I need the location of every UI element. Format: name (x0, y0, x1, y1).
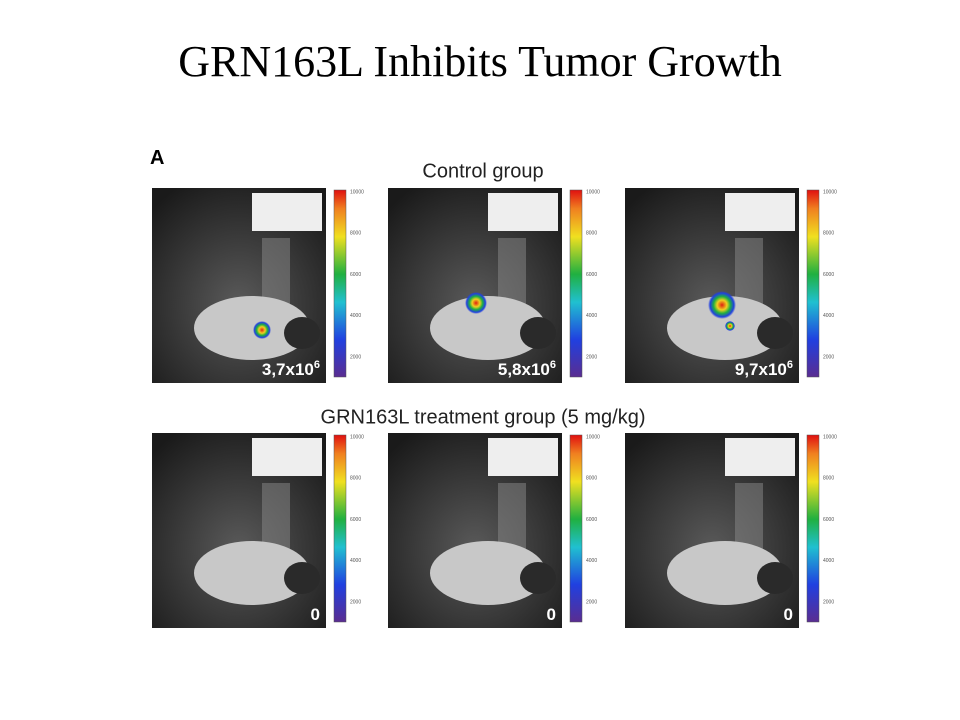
colorbar-tick-label: 10000 (586, 434, 600, 440)
mouse-body (430, 296, 546, 360)
colorbar-tick-label: 8000 (823, 231, 834, 237)
colorbar (569, 189, 583, 378)
colorbar-tick-label: 2000 (350, 354, 361, 360)
info-box (488, 438, 558, 476)
signal-base: 3,7x10 (262, 360, 314, 379)
colorbar-tick-label: 6000 (586, 272, 597, 278)
colorbar (806, 434, 820, 623)
mouse-body (194, 541, 310, 605)
colorbar-tick-label: 4000 (586, 313, 597, 319)
signal-label: 5,8x106 (498, 359, 556, 379)
image-panel: 0 10000 8000 6000 4000 2000 (625, 433, 837, 628)
plate (735, 483, 763, 553)
plate (262, 483, 290, 553)
signal-exponent: 6 (787, 359, 793, 371)
colorbar-tick-label: 8000 (586, 476, 597, 482)
colorbar-tick-label: 6000 (350, 272, 361, 278)
slide-title: GRN163L Inhibits Tumor Growth (178, 37, 782, 86)
plate (498, 483, 526, 553)
colorbar-tick-label: 8000 (823, 476, 834, 482)
signal-base: 0 (547, 605, 556, 624)
colorbar-tick-label: 2000 (586, 599, 597, 605)
mouse-head (520, 562, 556, 594)
colorbar-tick-label: 10000 (586, 189, 600, 195)
mouse-head (284, 562, 320, 594)
colorbar-tick-label: 10000 (823, 189, 837, 195)
mouse-head (757, 562, 793, 594)
colorbar (333, 189, 347, 378)
colorbar-tick-label: 4000 (586, 558, 597, 564)
colorbar-tick-label: 10000 (350, 189, 364, 195)
signal-exponent: 6 (550, 359, 556, 371)
group-label: GRN163L treatment group (5 mg/kg) (321, 406, 646, 428)
info-box (488, 193, 558, 231)
panel-label: A (150, 147, 164, 169)
colorbar-tick-label: 2000 (350, 599, 361, 605)
colorbar-tick-label: 2000 (823, 354, 834, 360)
mouse-head (284, 317, 320, 349)
colorbar (806, 189, 820, 378)
mouse-body (194, 296, 310, 360)
signal-blob (725, 321, 735, 331)
image-panel: 5,8x106 10000 8000 6000 4000 2000 (388, 188, 600, 383)
signal-label: 0 (547, 605, 556, 624)
mouse-body (667, 296, 783, 360)
info-box (252, 193, 322, 231)
info-box (252, 438, 322, 476)
signal-base: 0 (784, 605, 793, 624)
plate (498, 238, 526, 308)
signal-label: 3,7x106 (262, 359, 320, 379)
mouse-body (430, 541, 546, 605)
signal-exponent: 6 (314, 359, 320, 371)
image-panel: 0 10000 8000 6000 4000 2000 (152, 433, 364, 628)
mouse-head (520, 317, 556, 349)
colorbar-tick-label: 4000 (350, 558, 361, 564)
signal-base: 9,7x10 (735, 360, 787, 379)
info-box (725, 438, 795, 476)
colorbar (569, 434, 583, 623)
image-panel: 3,7x106 10000 8000 6000 4000 2000 (152, 188, 364, 383)
signal-base: 0 (311, 605, 320, 624)
group-label: Control group (422, 160, 543, 182)
signal-blob (253, 321, 271, 339)
signal-label: 0 (784, 605, 793, 624)
colorbar-tick-label: 10000 (823, 434, 837, 440)
colorbar-tick-label: 2000 (823, 599, 834, 605)
colorbar-tick-label: 8000 (586, 231, 597, 237)
colorbar (333, 434, 347, 623)
colorbar-tick-label: 6000 (586, 517, 597, 523)
mouse-head (757, 317, 793, 349)
colorbar-tick-label: 8000 (350, 476, 361, 482)
signal-blob (708, 291, 736, 319)
colorbar-tick-label: 4000 (350, 313, 361, 319)
info-box (725, 193, 795, 231)
colorbar-tick-label: 6000 (350, 517, 361, 523)
colorbar-tick-label: 4000 (823, 558, 834, 564)
signal-label: 9,7x106 (735, 359, 793, 379)
image-panel: 9,7x106 10000 8000 6000 4000 2000 (625, 188, 837, 383)
colorbar-tick-label: 10000 (350, 434, 364, 440)
colorbar-tick-label: 6000 (823, 517, 834, 523)
signal-label: 0 (311, 605, 320, 624)
mouse-body (667, 541, 783, 605)
plate (262, 238, 290, 308)
colorbar-tick-label: 8000 (350, 231, 361, 237)
signal-base: 5,8x10 (498, 360, 550, 379)
signal-blob (465, 292, 487, 314)
image-panel: 0 10000 8000 6000 4000 2000 (388, 433, 600, 628)
colorbar-tick-label: 4000 (823, 313, 834, 319)
colorbar-tick-label: 6000 (823, 272, 834, 278)
plate (735, 238, 763, 308)
colorbar-tick-label: 2000 (586, 354, 597, 360)
